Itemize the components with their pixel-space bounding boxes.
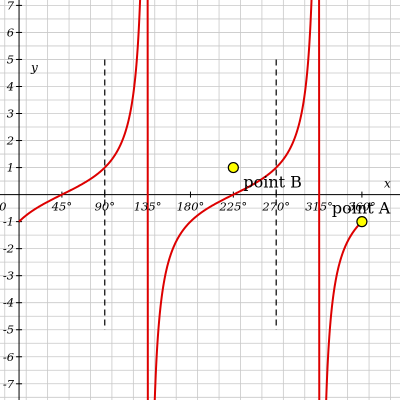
x-axis-label: x [384, 177, 391, 191]
x-tick-label: 90° [95, 200, 115, 214]
y-tick-label: -1 [3, 215, 14, 229]
y-tick-label: -5 [3, 323, 14, 337]
y-tick-label: -6 [3, 350, 14, 364]
y-tick-label: 2 [6, 134, 14, 148]
y-tick-label: 6 [7, 25, 14, 39]
y-tick-label: -7 [3, 377, 15, 391]
x-tick-label: 45° [51, 200, 72, 214]
y-tick-label: -2 [3, 242, 14, 256]
y-tick-label: -3 [3, 269, 14, 283]
y-tick-label: -4 [3, 296, 14, 310]
x-tick-label: 360° [348, 200, 376, 214]
y-tick-label: 3 [7, 107, 14, 121]
x-tick-label: 225° [218, 200, 247, 214]
y-tick-label: 1 [7, 161, 14, 175]
x-tick-label: 315° [305, 200, 333, 214]
marked-point [228, 163, 238, 173]
point-label: point B [243, 173, 302, 192]
y-tick-label: 7 [7, 0, 15, 12]
y-tick-label: 4 [6, 79, 14, 93]
tan-curve-branch [19, 0, 148, 222]
x-tick-label: 0 [0, 200, 6, 214]
x-tick-label: 180° [177, 200, 205, 214]
y-tick-label: 5 [7, 52, 14, 66]
marked-point [357, 217, 367, 227]
x-tick-label: 270° [261, 200, 290, 214]
y-axis-label: y [30, 61, 38, 75]
x-tick-label: 135° [134, 200, 162, 214]
